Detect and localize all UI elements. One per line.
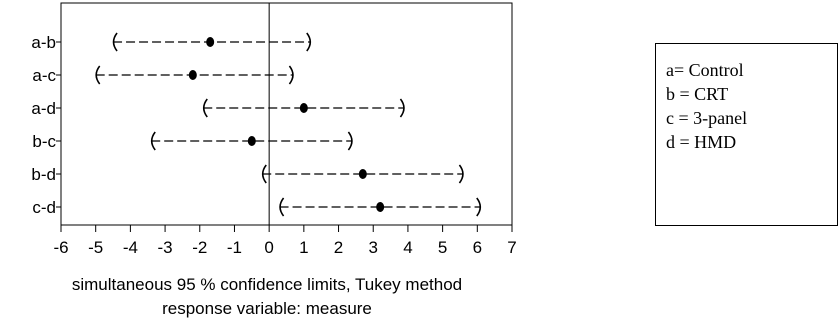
x-tick-label: 4 [403, 238, 412, 257]
x-tick-label: -3 [158, 238, 173, 257]
interval-upper-bracket [399, 98, 405, 118]
x-tick-label: -6 [53, 238, 68, 257]
interval-estimate-point [358, 169, 367, 179]
x-tick-label: 2 [334, 238, 343, 257]
x-tick-label: -5 [88, 238, 103, 257]
category-label: c-d [32, 198, 56, 217]
x-tick-label: 0 [264, 238, 273, 257]
interval-upper-bracket [347, 131, 353, 151]
x-axis-label-line2: response variable: measure [162, 299, 372, 318]
x-tick-label: -2 [192, 238, 207, 257]
x-tick-label: -4 [123, 238, 138, 257]
legend-entry: a= Control [666, 60, 744, 80]
x-tick-label: 6 [473, 238, 482, 257]
legend: a= Control b = CRT c = 3-panel d = HMD [655, 43, 838, 226]
x-tick-label: 5 [438, 238, 447, 257]
interval-lower-bracket [95, 65, 101, 85]
interval-lower-bracket [202, 98, 208, 118]
interval-estimate-point [376, 202, 385, 212]
interval-upper-bracket [458, 164, 464, 184]
plot-frame [60, 2, 513, 226]
interval-chart: -6 -5 -4 -3 -2 -1 0 1 2 3 4 5 6 7 a-b a-c a-d b-c b-d c-d s… [31, 2, 517, 318]
interval-estimate-point [247, 136, 256, 146]
category-label: b-c [32, 132, 56, 151]
interval-lower-bracket [112, 32, 118, 52]
category-label: a-c [32, 66, 56, 85]
interval-lower-bracket [150, 131, 156, 151]
legend-entry: b = CRT [666, 84, 729, 104]
interval-lower-bracket [261, 164, 267, 184]
x-tick-label: 1 [299, 238, 308, 257]
x-tick-label: -1 [227, 238, 242, 257]
interval-upper-bracket [476, 197, 482, 217]
interval-upper-bracket [288, 65, 294, 85]
x-axis-label-line1: simultaneous 95 % confidence limits, Tuk… [72, 275, 462, 294]
legend-entry: c = 3-panel [666, 108, 748, 128]
x-tick-label: 3 [368, 238, 377, 257]
chart-marks: -6 -5 -4 -3 -2 -1 0 1 2 3 4 5 6 7 a-b a-c a-d b-c b-d c-d [31, 3, 517, 257]
category-label: b-d [31, 165, 56, 184]
legend-entry: d = HMD [666, 132, 737, 152]
interval-estimate-point [188, 70, 197, 80]
interval-upper-bracket [306, 32, 312, 52]
category-label: a-d [31, 99, 56, 118]
category-label: a-b [31, 33, 56, 52]
interval-estimate-point [299, 103, 308, 113]
interval-lower-bracket [279, 197, 285, 217]
interval-estimate-point [206, 37, 215, 47]
x-tick-label: 7 [507, 238, 516, 257]
